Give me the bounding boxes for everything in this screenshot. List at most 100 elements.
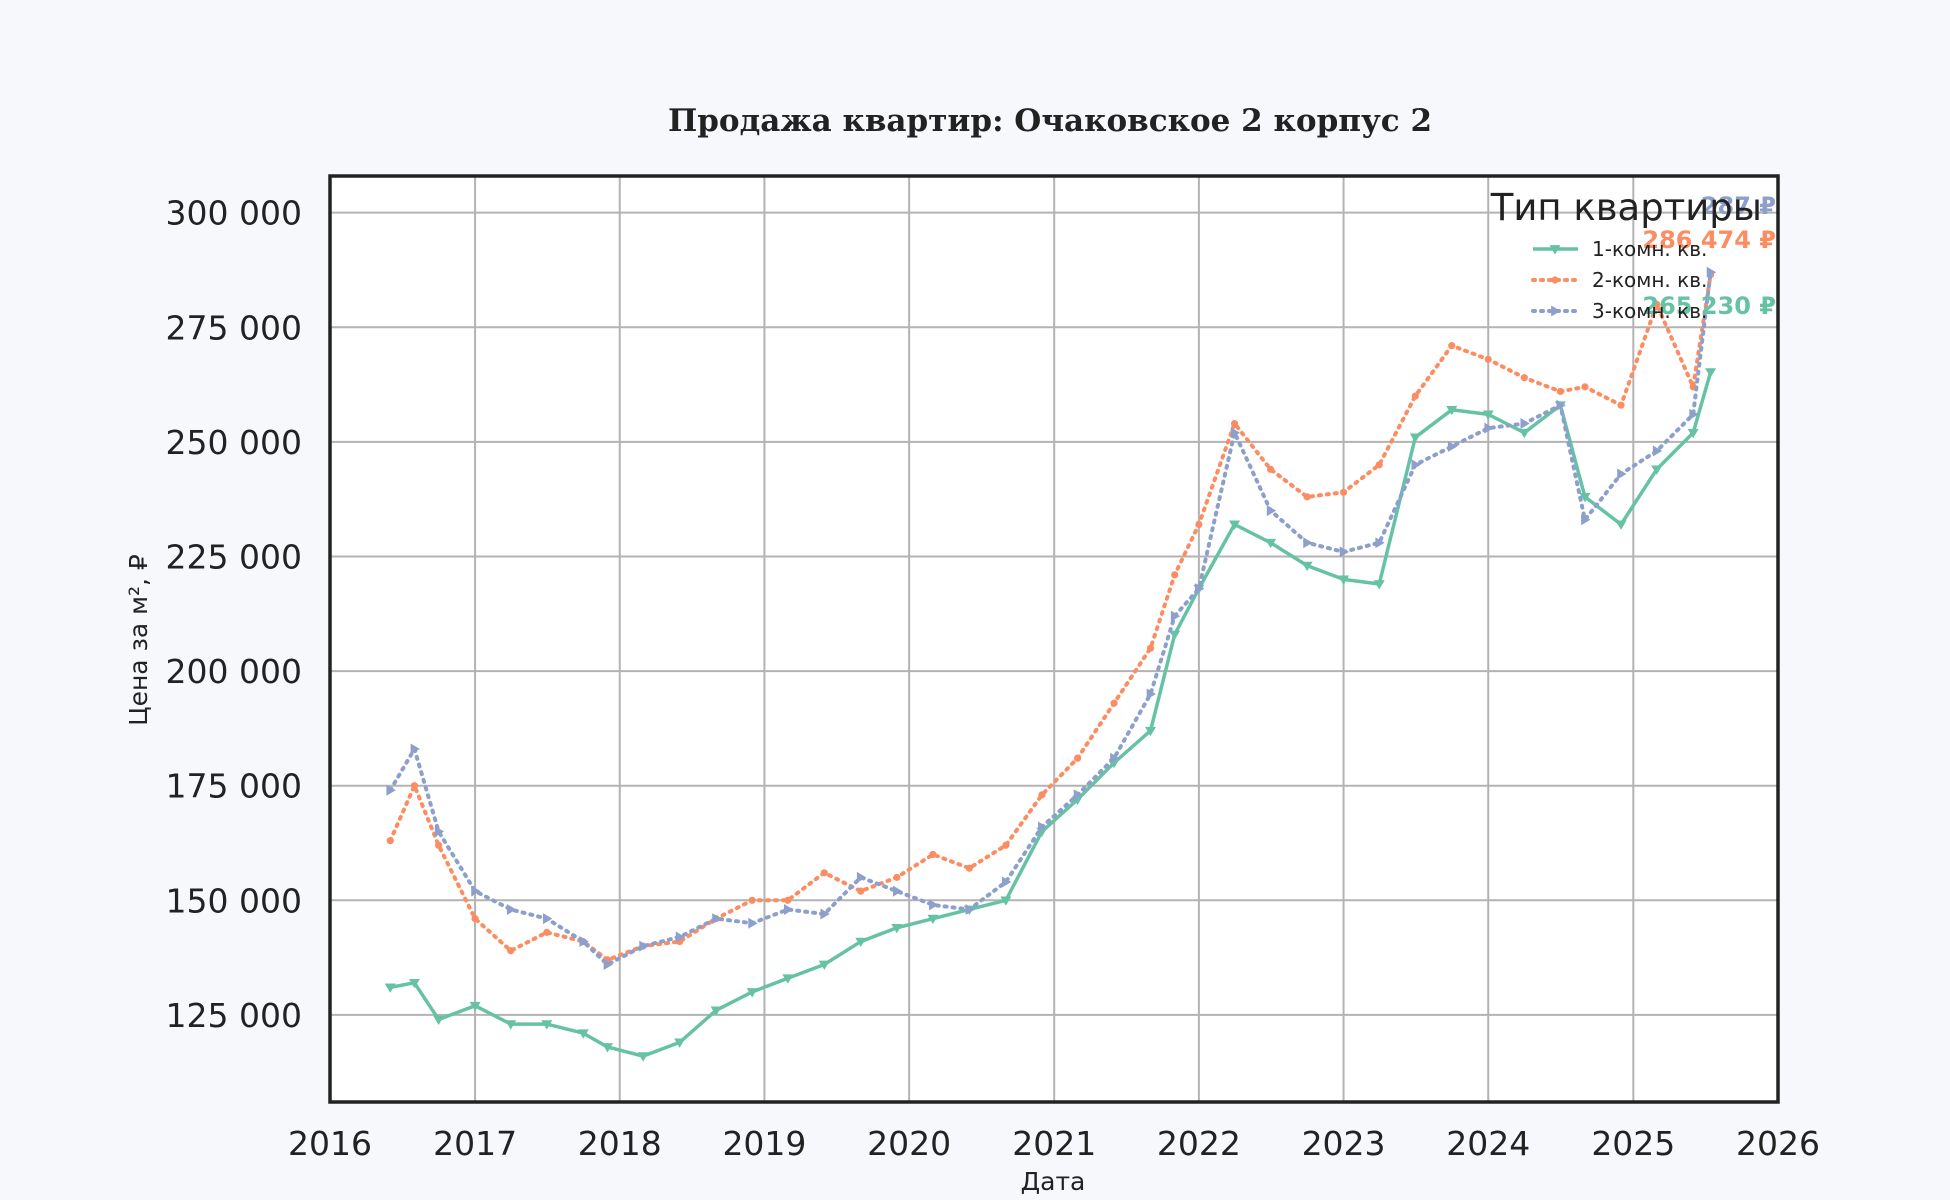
chart-title: Продажа квартир: Очаковское 2 корпус 2 xyxy=(668,103,1432,139)
series-3-point xyxy=(1230,427,1241,439)
series-1-point xyxy=(577,1029,589,1039)
series-2-point xyxy=(965,864,973,872)
series-3-point xyxy=(410,743,420,755)
legend-item-label: 3-комн. кв. xyxy=(1592,299,1707,323)
series-1-point xyxy=(541,1020,553,1030)
series-1-point xyxy=(1482,410,1494,420)
series-line-3 xyxy=(388,270,1713,967)
x-tick-label: 2018 xyxy=(578,1124,662,1163)
series-3-point xyxy=(1170,610,1181,622)
series-3-point xyxy=(1556,399,1566,411)
series-3-point xyxy=(386,784,396,796)
series-2-point xyxy=(410,782,419,790)
series-3-point xyxy=(1146,688,1157,700)
series-2-point xyxy=(1653,300,1661,308)
series-3-point xyxy=(579,936,589,948)
series-3-point xyxy=(434,826,445,838)
series-1-point xyxy=(1145,726,1157,737)
series-1-point xyxy=(710,1006,722,1016)
series-1-point xyxy=(1000,896,1012,906)
series-2-point xyxy=(1110,699,1118,707)
series-layer xyxy=(384,266,1717,1062)
series-3-point xyxy=(820,908,830,920)
end-labels: 287 ₽ 286 474 ₽ 265 230 ₽ xyxy=(1642,192,1776,320)
series-1-point xyxy=(408,978,420,989)
series-1-point xyxy=(1651,465,1663,475)
series-2-point xyxy=(1617,401,1625,409)
legend: Тип квартиры 1-комн. кв. 2-комн. кв. 3-ком… xyxy=(1490,186,1762,323)
series-2-point xyxy=(543,928,551,936)
series-line-1 xyxy=(389,371,1713,1058)
series-2-point xyxy=(893,873,901,881)
series-2-point xyxy=(1448,342,1456,350)
series-3-point xyxy=(712,913,722,925)
series-1-point xyxy=(505,1020,517,1030)
series-2-point xyxy=(1556,387,1564,396)
series-2-point xyxy=(1339,488,1348,496)
series-1-point xyxy=(469,1001,481,1012)
series-3-point xyxy=(1689,408,1699,420)
series-2-point xyxy=(1146,644,1155,652)
series-1-point xyxy=(1229,520,1241,530)
series-1-point xyxy=(1615,520,1627,530)
series-1-point xyxy=(1409,433,1421,443)
series-2-point xyxy=(1484,355,1492,363)
x-tick-label: 2020 xyxy=(867,1124,951,1163)
series-1-point xyxy=(1446,405,1458,416)
y-tick-label: 150 000 xyxy=(166,881,302,920)
series-3-point xyxy=(1411,459,1421,471)
legend-item-label: 1-комн. кв. xyxy=(1592,237,1707,261)
series-3-point xyxy=(1520,418,1530,430)
series-2-point xyxy=(1375,461,1383,469)
legend-swatch-marker xyxy=(1551,305,1561,317)
x-tick-label: 2025 xyxy=(1591,1124,1675,1163)
y-axis-title: Цена за м², ₽ xyxy=(124,554,153,726)
x-tick-label: 2024 xyxy=(1446,1124,1530,1163)
series-3-point xyxy=(1617,468,1627,480)
y-tick-label: 275 000 xyxy=(166,308,302,347)
series-1-point xyxy=(384,983,396,993)
series-2-point xyxy=(1520,374,1528,382)
series-2-point xyxy=(1038,791,1046,799)
series-2-point xyxy=(857,887,865,895)
series-1-point xyxy=(1301,561,1313,572)
x-tick-label: 2023 xyxy=(1302,1124,1386,1163)
series-1-point xyxy=(1265,538,1277,549)
series-2-point xyxy=(471,915,479,923)
series-3-point xyxy=(1375,537,1385,549)
series-1-point xyxy=(601,1043,613,1053)
series-line-2 xyxy=(388,272,1713,962)
x-tick-label: 2021 xyxy=(1012,1124,1096,1163)
series-1-point xyxy=(855,937,867,948)
series-1-point xyxy=(637,1052,649,1062)
series-2-point xyxy=(784,896,792,904)
series-1-point xyxy=(1705,368,1717,378)
series-3-point xyxy=(1447,440,1458,452)
series-3-point xyxy=(1001,876,1012,888)
series-3-point xyxy=(1652,445,1663,457)
series-1-point xyxy=(891,923,903,934)
series-end-label: 287 ₽ xyxy=(1701,192,1776,220)
series-2-point xyxy=(435,841,443,849)
y-tick-label: 200 000 xyxy=(166,652,302,691)
plot-frame xyxy=(328,174,1780,1104)
series-2-point xyxy=(507,947,515,955)
series-1-point xyxy=(746,988,758,998)
x-tick-label: 2017 xyxy=(433,1124,517,1163)
series-3-point xyxy=(1581,514,1591,526)
series-3-point xyxy=(1303,537,1313,549)
series-3-point xyxy=(783,903,794,915)
series-2-point xyxy=(1073,754,1082,762)
series-1-point xyxy=(818,960,830,970)
legend-item-label: 2-комн. кв. xyxy=(1592,268,1707,292)
x-axis-title: Дата xyxy=(1021,1167,1086,1196)
legend-swatch-marker xyxy=(1551,276,1559,284)
series-3-point xyxy=(506,903,517,915)
y-tick-label: 125 000 xyxy=(166,996,302,1035)
y-tick-label: 175 000 xyxy=(166,767,302,806)
series-2-point xyxy=(1303,493,1311,501)
series-3-point xyxy=(603,958,613,970)
series-3-point xyxy=(748,917,758,929)
y-tick-label: 300 000 xyxy=(166,194,302,233)
